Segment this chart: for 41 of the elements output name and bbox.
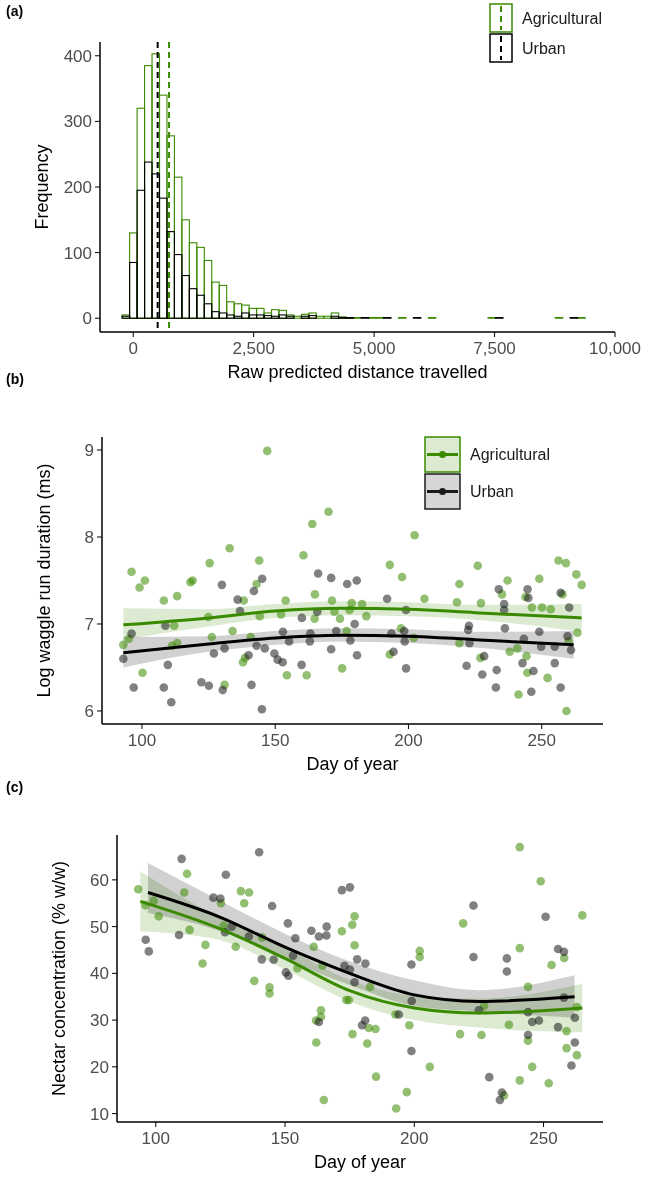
x-tick-label: 250 (527, 731, 556, 750)
x-axis-title: Day of year (306, 754, 399, 774)
chart-title: (c) (6, 779, 24, 795)
x-tick-label: 7,500 (473, 339, 516, 358)
x-axis-title: Day of year (313, 1152, 407, 1172)
legend-label: Agricultural (522, 9, 603, 27)
y-tick-label: 8 (84, 527, 94, 547)
y-axis-title: Log waggle run duration (ms) (34, 463, 54, 698)
chart-title: (a) (6, 3, 24, 19)
y-axis-title: Nectar concentration (% w/w) (49, 860, 69, 1097)
x-tick-label: 100 (141, 1129, 170, 1148)
x-tick-label: 200 (394, 731, 423, 750)
y-axis-title: Frequency (32, 144, 52, 230)
y-tick-label: 6 (84, 701, 94, 721)
x-tick-label: 2,500 (232, 339, 275, 358)
legend-label: Agricultural (470, 446, 551, 464)
x-tick-label: 150 (261, 731, 290, 750)
y-tick-label: 9 (84, 441, 94, 460)
x-tick-label: 0 (128, 339, 138, 358)
x-tick-label: 5,000 (352, 339, 396, 358)
x-tick-label: 200 (400, 1129, 429, 1148)
y-tick-label: 50 (90, 917, 109, 937)
y-tick-label: 400 (63, 46, 92, 66)
y-tick-label: 10 (90, 1104, 109, 1124)
y-tick-label: 7 (84, 614, 94, 634)
chart-title: (b) (6, 371, 24, 387)
y-tick-label: 40 (90, 964, 109, 984)
y-tick-label: 100 (63, 243, 92, 263)
legend-label: Urban (522, 39, 566, 57)
y-tick-label: 0 (82, 309, 92, 329)
x-tick-label: 10,000 (589, 339, 641, 358)
x-tick-label: 150 (270, 1129, 300, 1148)
x-tick-label: 250 (529, 1129, 558, 1148)
x-tick-label: 100 (127, 731, 157, 750)
x-axis-title: Raw predicted distance travelled (227, 362, 488, 382)
legend-label: Urban (470, 483, 514, 501)
y-tick-label: 20 (90, 1057, 109, 1077)
y-tick-label: 30 (90, 1011, 109, 1031)
y-tick-label: 300 (63, 112, 92, 132)
y-tick-label: 60 (90, 870, 109, 890)
y-tick-label: 200 (63, 177, 92, 197)
